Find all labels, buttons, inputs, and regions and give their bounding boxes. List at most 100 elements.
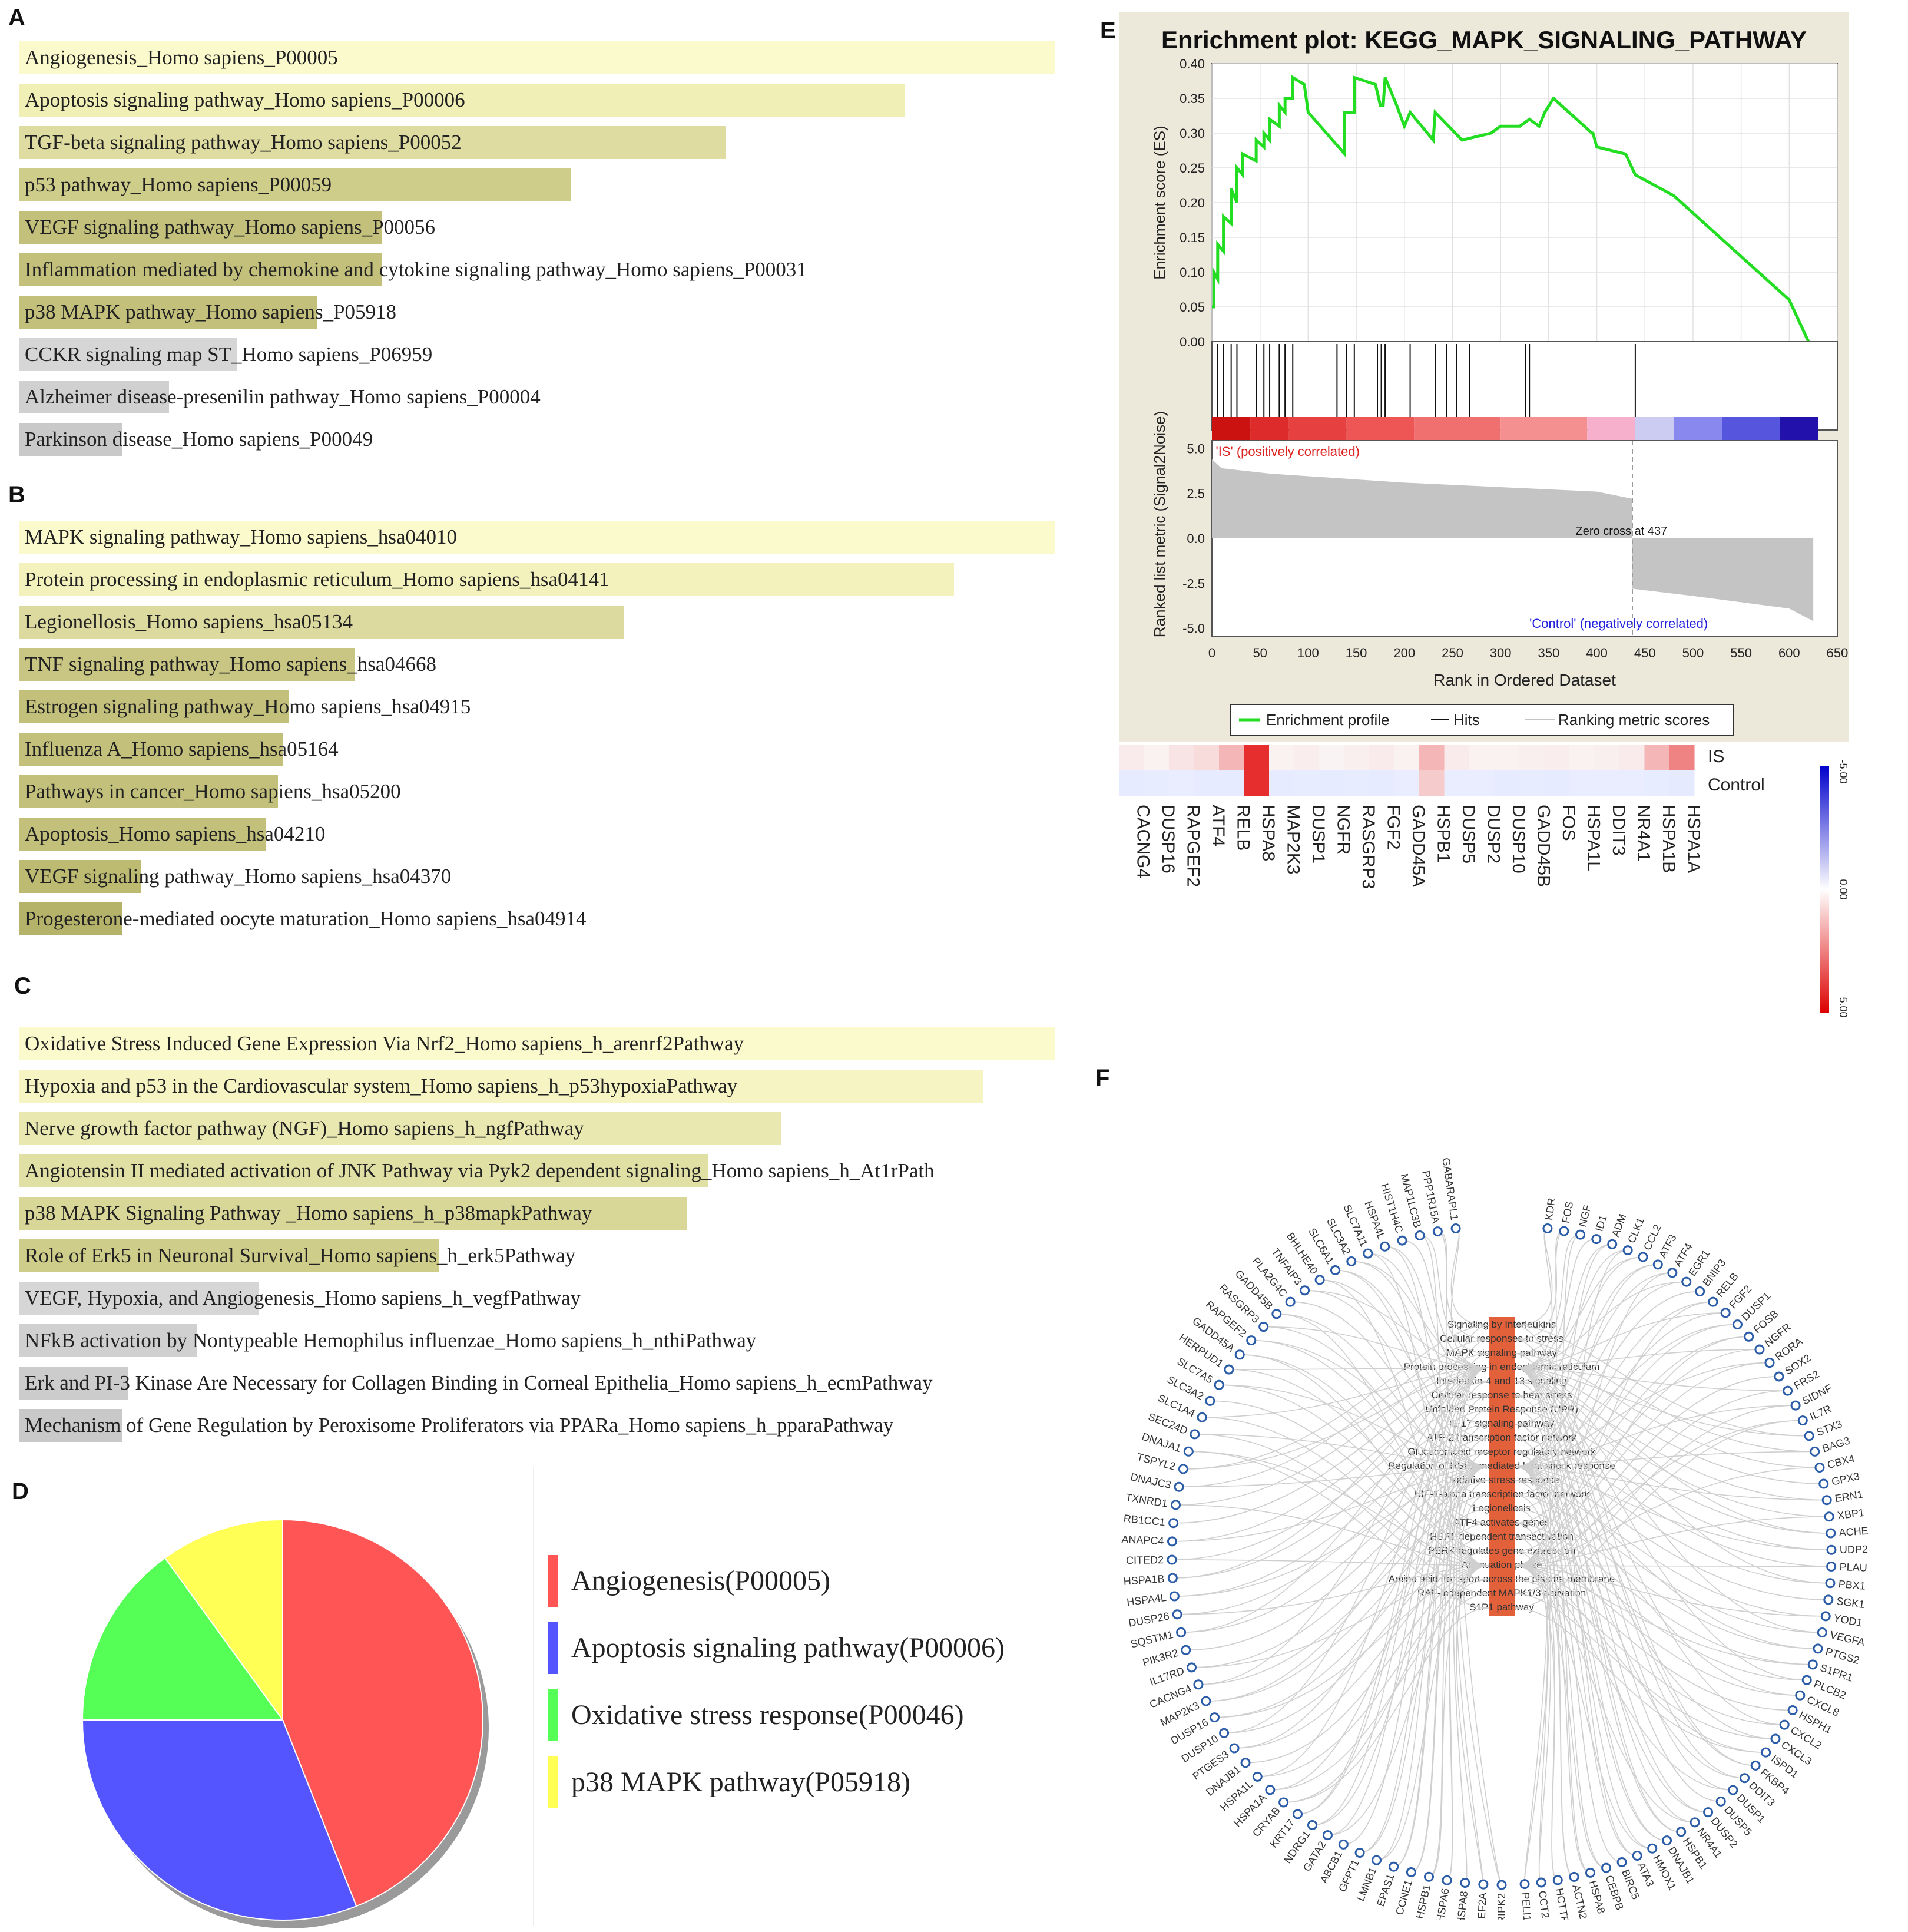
- gene-node: [1754, 1344, 1765, 1355]
- network-edge: [1514, 1466, 1827, 1501]
- heatmap-cell: [1519, 745, 1545, 770]
- color-scale-label: 0.00: [1837, 879, 1849, 899]
- gene-label: TSPYL2: [1136, 1451, 1177, 1473]
- gene-label: DUSP26: [1128, 1610, 1170, 1629]
- central-term-label: S1P1 pathway: [1469, 1602, 1534, 1613]
- legend-box: [1230, 704, 1734, 736]
- gene-node: [1732, 1319, 1743, 1330]
- panel-d-divider: [533, 1467, 534, 1926]
- network-edge: [1514, 1466, 1708, 1813]
- bar: [19, 860, 141, 893]
- y-tick-label: 0.10: [1180, 265, 1205, 280]
- bar: [19, 1282, 260, 1315]
- gene-label: GPX3: [1830, 1470, 1860, 1488]
- gene-node: [1330, 1265, 1340, 1275]
- bar: [19, 168, 572, 201]
- legend-swatch: [548, 1555, 558, 1607]
- gene-node: [1224, 1364, 1234, 1375]
- y-tick-label: 0.25: [1180, 161, 1205, 176]
- gene-node: [1460, 1878, 1470, 1888]
- bar-label: NFkB activation by Nontypeable Hemophilu…: [25, 1329, 757, 1352]
- gene-node: [1167, 1536, 1177, 1547]
- heatmap-cell: [1369, 770, 1394, 796]
- gene-node: [1622, 1245, 1633, 1256]
- network-edge: [1185, 1466, 1489, 1651]
- gene-label: XBP1: [1837, 1507, 1865, 1521]
- network-edge: [1514, 1451, 1815, 1467]
- network-edge: [1257, 1367, 1489, 1778]
- network-edge: [1450, 1228, 1489, 1368]
- gene-node: [1825, 1578, 1836, 1589]
- network-edge: [1297, 1325, 1489, 1815]
- heatmap-cell: [1419, 745, 1445, 770]
- bar: [19, 211, 382, 244]
- network-edge: [1514, 1438, 1652, 1849]
- network-edge: [1312, 1339, 1489, 1826]
- network-edge: [1514, 1312, 1726, 1368]
- bar: [19, 690, 289, 723]
- network-edge: [1514, 1272, 1672, 1566]
- positive-label: 'IS' (positively correlated): [1216, 444, 1360, 459]
- gene-label: CCNE1: [1393, 1878, 1415, 1916]
- gene-node: [1346, 1256, 1357, 1267]
- network-edge: [1437, 1230, 1489, 1467]
- gene-label: CITED2: [1126, 1554, 1164, 1566]
- es-axis-label: Enrichment score (ES): [1151, 125, 1168, 280]
- gene-node: [1167, 1554, 1177, 1565]
- bar: [19, 818, 266, 851]
- panel-d-pie-chart: [81, 1519, 489, 1928]
- gene-node: [1810, 1446, 1820, 1457]
- heatmap-column-label: RELB: [1233, 805, 1253, 851]
- bar: [19, 1070, 983, 1103]
- network-edge: [1263, 1326, 1489, 1496]
- bar-row: Apoptosis signaling pathway_Homo sapiens…: [19, 84, 1055, 117]
- network-edge: [1514, 1565, 1606, 1868]
- gene-label: TXNRD1: [1125, 1491, 1168, 1510]
- bar-row: Oxidative Stress Induced Gene Expression…: [19, 1027, 1055, 1060]
- heatmap-cell: [1244, 745, 1269, 770]
- gene-label: MEF2A: [1475, 1893, 1489, 1920]
- network-edge: [1514, 1551, 1548, 1885]
- gene-node: [1285, 1296, 1296, 1307]
- network-edge: [1191, 1565, 1489, 1668]
- heatmap-cell: [1644, 770, 1670, 796]
- network-edge: [1297, 1367, 1489, 1815]
- heatmap-cell: [1344, 770, 1369, 796]
- bar-label: Progesterone-mediated oocyte maturation_…: [25, 907, 587, 930]
- bar-row: p53 pathway_Homo sapiens_P00059: [19, 168, 1055, 201]
- network-edge: [1514, 1480, 1606, 1868]
- central-term-bar: [1489, 1317, 1515, 1616]
- gene-label: ACTN2: [1570, 1884, 1589, 1920]
- network-edge: [1411, 1424, 1489, 1873]
- gene-node: [1406, 1867, 1416, 1878]
- bar-label: Protein processing in endoplasmic reticu…: [25, 568, 610, 591]
- gene-node: [1814, 1462, 1825, 1473]
- bar-label: p38 MAPK pathway_Homo sapiens_P05918: [25, 300, 396, 323]
- y-tick-label: 0.35: [1180, 91, 1205, 106]
- network-edge: [1327, 1353, 1489, 1836]
- bar-row: Erk and PI-3 Kinase Are Necessary for Co…: [19, 1367, 1055, 1400]
- bar-row: Estrogen signaling pathway_Homo sapiens_…: [19, 690, 1055, 723]
- network-edge: [1172, 1410, 1489, 1579]
- heatmap-cell: [1319, 770, 1344, 796]
- heatmap-cell: [1594, 745, 1619, 770]
- gene-node: [1307, 1820, 1318, 1831]
- heatmap-cell: [1319, 745, 1344, 770]
- gene-node: [1210, 1712, 1220, 1723]
- panel-label-c: C: [14, 973, 31, 999]
- network-edge: [1514, 1424, 1667, 1841]
- network-edge: [1514, 1367, 1810, 1437]
- central-term-label: Legionellosis: [1473, 1503, 1531, 1514]
- heatmap-column-label: RAPGEF2: [1183, 805, 1203, 887]
- gene-node: [1820, 1611, 1831, 1622]
- metric-axis-label: Ranked list metric (Signal2Noise): [1151, 411, 1168, 637]
- gene-node: [1770, 1733, 1781, 1744]
- network-edge: [1514, 1230, 1564, 1340]
- gene-label: HSPA8: [1587, 1879, 1608, 1915]
- panel-label-e: E: [1100, 18, 1116, 44]
- gene-node: [1720, 1308, 1731, 1318]
- x-tick-label: 350: [1538, 646, 1559, 660]
- pie-slice: [164, 1519, 283, 1722]
- network-edge: [1514, 1551, 1800, 1696]
- gene-node: [1638, 1252, 1648, 1262]
